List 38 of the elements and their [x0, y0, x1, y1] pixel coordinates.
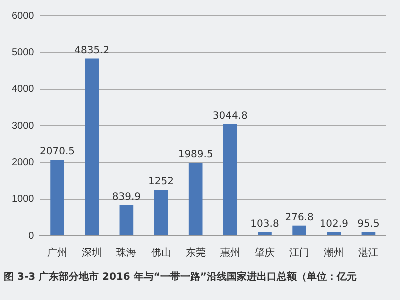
y-tick-label: 2000: [12, 157, 35, 168]
bar: [362, 232, 376, 236]
data-label: 1252: [148, 176, 174, 188]
data-label: 103.8: [250, 218, 280, 230]
bar: [120, 205, 134, 236]
data-label: 95.5: [358, 219, 380, 230]
data-label: 102.9: [320, 218, 348, 230]
y-tick-label: 1000: [12, 194, 35, 206]
bar: [50, 160, 64, 236]
data-label: 276.8: [285, 212, 314, 224]
data-label: 839.9: [112, 192, 142, 203]
bar: [327, 232, 342, 236]
x-tick-label: 湛江: [358, 246, 379, 259]
y-tick-label: 0: [28, 230, 35, 242]
y-tick-label: 5000: [12, 47, 35, 58]
y-tick-label: 6000: [12, 10, 35, 22]
x-tick-label: 珠海: [116, 246, 137, 259]
y-tick-label: 3000: [12, 120, 35, 132]
data-label: 4835.2: [74, 45, 110, 56]
x-tick-label: 潮州: [324, 246, 344, 259]
bar: [292, 226, 306, 236]
bar: [154, 190, 168, 236]
data-label: 2070.5: [40, 146, 76, 158]
x-tick-label: 惠州: [219, 246, 240, 259]
bar: [258, 232, 272, 236]
x-tick-label: 佛山: [151, 246, 172, 259]
x-tick-label: 广州: [48, 246, 68, 259]
x-tick-label: 江门: [290, 246, 310, 259]
bar: [85, 58, 100, 236]
x-tick-label: 深圳: [82, 246, 102, 259]
bar: [188, 163, 203, 236]
bar: [223, 124, 238, 236]
x-tick-label: 肇庆: [254, 246, 275, 259]
data-label: 3044.8: [212, 110, 248, 122]
x-tick-label: 东莞: [186, 246, 206, 259]
caption: 图 3-3 广东部分地市 2016 年与“一带一路”沿线国家进出口总额（单位：亿元: [4, 270, 358, 284]
y-tick-label: 4000: [12, 84, 35, 96]
data-label: 1989.5: [178, 150, 214, 161]
